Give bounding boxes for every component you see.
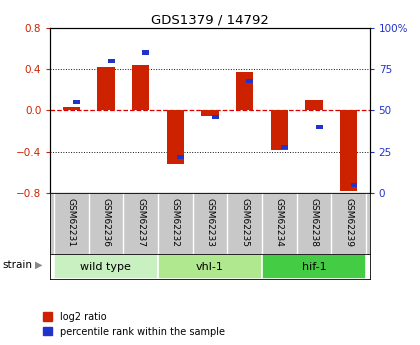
Text: vhl-1: vhl-1: [196, 262, 224, 272]
Bar: [271, 110, 288, 150]
Text: GSM62232: GSM62232: [171, 198, 180, 247]
Bar: [316, 125, 323, 129]
Text: GSM62239: GSM62239: [344, 198, 353, 247]
Text: hif-1: hif-1: [302, 262, 326, 272]
Text: GSM62238: GSM62238: [310, 198, 319, 247]
Text: GSM62234: GSM62234: [275, 198, 284, 247]
Bar: [262, 254, 366, 279]
Bar: [63, 107, 80, 110]
Text: ▶: ▶: [35, 260, 42, 269]
Bar: [351, 183, 357, 187]
Bar: [158, 254, 262, 279]
Bar: [108, 59, 115, 63]
Bar: [281, 145, 288, 149]
Text: strain: strain: [2, 260, 32, 269]
Legend: log2 ratio, percentile rank within the sample: log2 ratio, percentile rank within the s…: [43, 312, 225, 337]
Bar: [201, 110, 219, 116]
Bar: [97, 67, 115, 110]
Bar: [73, 100, 80, 104]
Bar: [177, 155, 184, 159]
Bar: [305, 100, 323, 110]
Bar: [142, 50, 149, 55]
Text: GSM62237: GSM62237: [136, 198, 145, 247]
Text: GSM62236: GSM62236: [101, 198, 110, 247]
Bar: [132, 65, 149, 110]
Bar: [247, 79, 253, 83]
Text: GSM62235: GSM62235: [240, 198, 249, 247]
Bar: [236, 72, 253, 110]
Text: GSM62233: GSM62233: [205, 198, 215, 247]
Bar: [212, 115, 219, 119]
Text: wild type: wild type: [81, 262, 131, 272]
Text: GSM62231: GSM62231: [67, 198, 76, 247]
Bar: [167, 110, 184, 164]
Bar: [340, 110, 357, 191]
Bar: [54, 254, 158, 279]
Title: GDS1379 / 14792: GDS1379 / 14792: [151, 13, 269, 27]
